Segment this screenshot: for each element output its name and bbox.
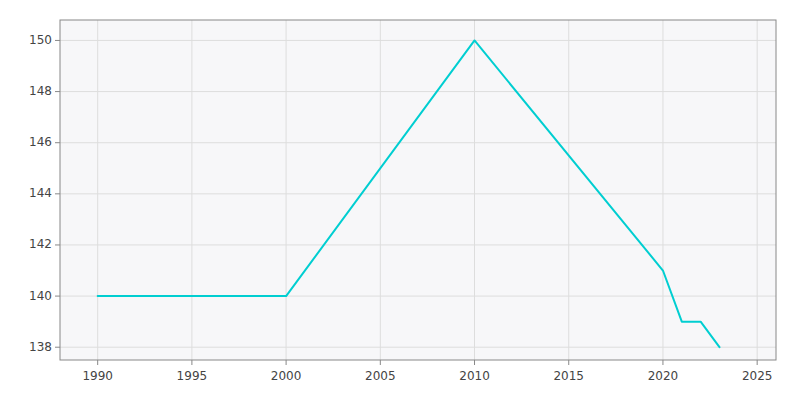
grid <box>60 20 776 360</box>
y-tick-label: 140 <box>29 289 52 303</box>
x-grid-line <box>568 20 569 360</box>
data-layer <box>98 40 720 347</box>
y-grid-line <box>60 244 776 245</box>
x-grid-line <box>757 20 758 360</box>
y-tick-label: 146 <box>29 135 52 149</box>
x-tick <box>474 360 475 365</box>
x-tick <box>757 360 758 365</box>
y-grid-line <box>60 347 776 348</box>
x-grid-line <box>286 20 287 360</box>
y-grid-line <box>60 91 776 92</box>
x-tick-label: 2020 <box>648 369 679 383</box>
y-tick <box>55 244 60 245</box>
x-tick-label: 2015 <box>553 369 584 383</box>
y-tick-label: 142 <box>29 237 52 251</box>
x-tick-label: 1995 <box>177 369 208 383</box>
x-tick <box>662 360 663 365</box>
y-tick <box>55 91 60 92</box>
plot-frame <box>60 20 776 360</box>
y-tick-label: 138 <box>29 340 52 354</box>
x-tick-label: 2005 <box>365 369 396 383</box>
x-tick <box>568 360 569 365</box>
x-grid-line <box>474 20 475 360</box>
y-grid-line <box>60 40 776 41</box>
x-tick-label: 2025 <box>742 369 773 383</box>
y-tick <box>55 296 60 297</box>
x-tick-label: 1990 <box>82 369 113 383</box>
chart-container: 138 140 142 144 146 148 150 1990 1995 2000 2005 201… <box>0 0 800 400</box>
y-grid-line <box>60 193 776 194</box>
x-tick-label: 2010 <box>459 369 490 383</box>
plot-background <box>60 20 776 360</box>
y-tick <box>55 40 60 41</box>
chart-svg: 138 140 142 144 146 148 150 1990 1995 2000 2005 201… <box>0 0 800 400</box>
y-tick <box>55 193 60 194</box>
y-tick <box>55 142 60 143</box>
y-grid-line <box>60 142 776 143</box>
x-grid-line <box>191 20 192 360</box>
y-tick-label: 148 <box>29 84 52 98</box>
axes: 138 140 142 144 146 148 150 1990 1995 2000 2005 201… <box>29 20 776 383</box>
x-tick <box>97 360 98 365</box>
data-line <box>98 40 720 347</box>
y-tick-label: 150 <box>29 33 52 47</box>
y-tick-label: 144 <box>29 186 52 200</box>
x-tick-label: 2000 <box>271 369 302 383</box>
x-tick <box>191 360 192 365</box>
x-grid-line <box>380 20 381 360</box>
x-grid-line <box>97 20 98 360</box>
x-tick <box>286 360 287 365</box>
y-tick <box>55 347 60 348</box>
x-grid-line <box>662 20 663 360</box>
x-tick <box>380 360 381 365</box>
